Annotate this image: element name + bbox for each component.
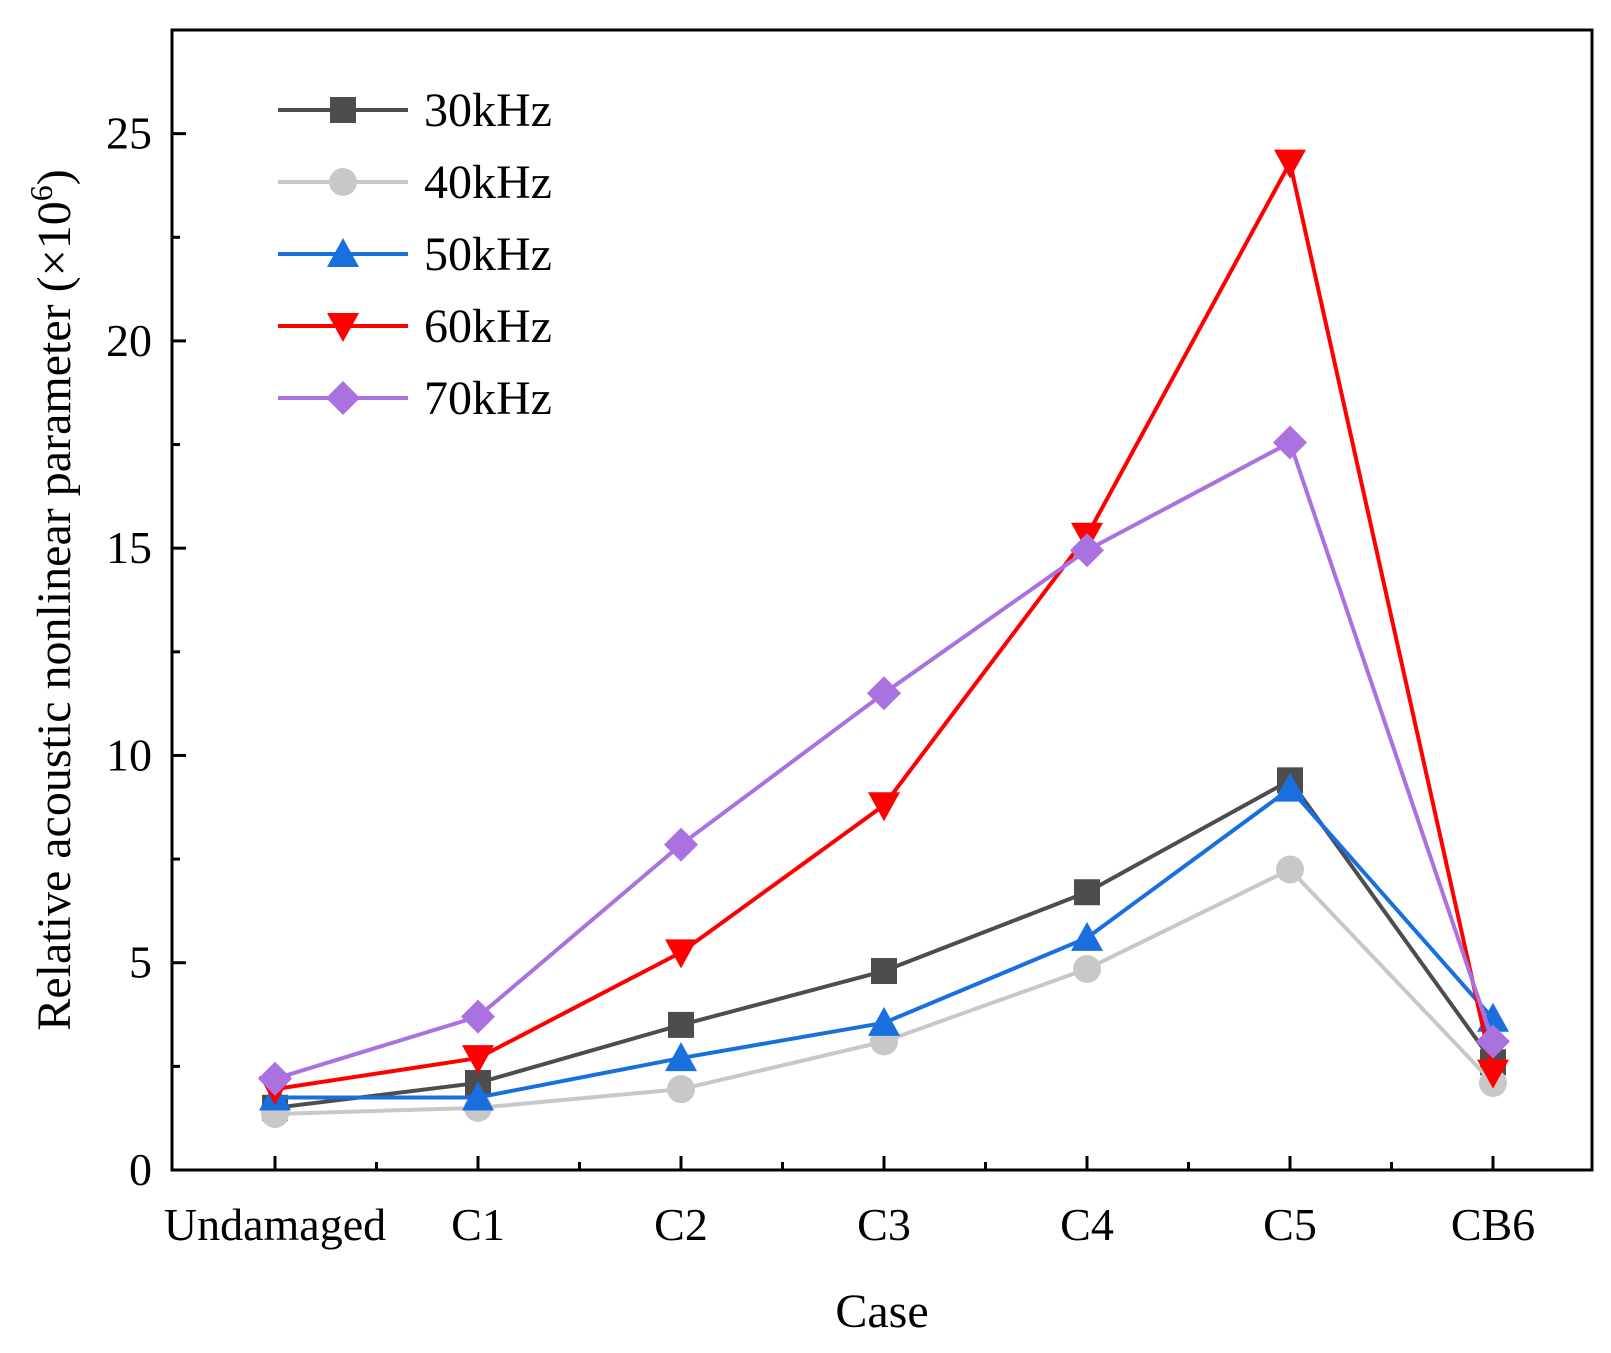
data-point-40khz (1276, 855, 1304, 884)
legend-item-60khz: 60kHz (278, 300, 552, 353)
legend-item-30khz: 30kHz (278, 84, 552, 137)
y-tick-label: 5 (129, 937, 152, 988)
y-tick-label: 15 (106, 522, 152, 573)
y-axis: 0 5 10 15 20 25 (106, 28, 186, 1195)
y-tick-label: 20 (106, 315, 152, 366)
y-tick-label: 0 (129, 1144, 152, 1195)
legend-label-50khz: 50kHz (424, 228, 552, 281)
data-point-50khz (1274, 772, 1306, 802)
series-line-30khz (274, 778, 1495, 1110)
legend-marker-30khz (330, 97, 356, 123)
data-point-50khz (1477, 1002, 1509, 1032)
series-50khz (259, 772, 1509, 1111)
x-axis: Undamaged C1 C2 C3 C4 C5 CB6 (164, 1156, 1535, 1250)
data-point-70khz (867, 676, 901, 711)
x-tick-label: C2 (654, 1199, 708, 1250)
y-axis-title-main: Relative acoustic nonlinear parameter (×… (28, 201, 81, 1030)
x-tick-label: Undamaged (164, 1199, 386, 1250)
legend-item-70khz: 70kHz (278, 372, 552, 425)
legend-marker-60khz (327, 313, 359, 342)
data-point-60khz (665, 939, 697, 969)
data-point-50khz (462, 1081, 494, 1111)
x-tick-label: C4 (1060, 1199, 1114, 1250)
plot-frame (170, 28, 1594, 1172)
legend-label-70khz: 70kHz (424, 372, 552, 425)
data-point-70khz (1070, 533, 1104, 568)
legend-marker-70khz (326, 381, 360, 415)
x-tick-label: CB6 (1451, 1199, 1535, 1250)
data-point-60khz (462, 1045, 494, 1075)
legend-item-40khz: 40kHz (278, 156, 552, 209)
y-axis-title: Relative acoustic nonlinear parameter (×… (23, 169, 81, 1030)
data-point-70khz (1476, 1024, 1510, 1059)
series-line-40khz (274, 867, 1495, 1117)
data-point-70khz (1273, 425, 1307, 460)
data-point-60khz (1274, 149, 1306, 179)
legend-marker-50khz (327, 238, 359, 267)
legend-label-60khz: 60kHz (424, 300, 552, 353)
data-point-40khz (667, 1075, 695, 1104)
y-tick-label: 10 (106, 729, 152, 780)
data-point-30khz (871, 958, 897, 985)
y-tick-label: 25 (106, 108, 152, 159)
legend-label-30khz: 30kHz (424, 84, 552, 137)
legend-label-40khz: 40kHz (424, 156, 552, 209)
data-point-70khz (664, 827, 698, 862)
data-point-50khz (665, 1042, 697, 1072)
series-70khz (258, 425, 1510, 1096)
data-point-70khz (461, 999, 495, 1034)
legend-item-50khz: 50kHz (278, 228, 552, 281)
legend: 30kHz 40kHz 50kHz 60kHz 70kHz (278, 84, 552, 425)
y-axis-title-suffix: ) (28, 169, 81, 185)
data-point-50khz (868, 1006, 900, 1036)
data-point-40khz (1073, 954, 1101, 983)
data-point-30khz (1074, 879, 1100, 906)
y-axis-title-superscript: 6 (23, 185, 59, 201)
x-axis-title: Case (835, 1285, 928, 1338)
data-point-50khz (1071, 921, 1103, 951)
x-tick-label: C1 (451, 1199, 505, 1250)
data-point-30khz (668, 1011, 694, 1038)
plot-area (258, 149, 1510, 1129)
x-tick-label: C5 (1263, 1199, 1317, 1250)
data-point-60khz (868, 792, 900, 822)
data-point-70khz (258, 1061, 292, 1096)
legend-marker-40khz (329, 168, 357, 196)
data-point-60khz (1477, 1059, 1509, 1089)
x-tick-label: C3 (857, 1199, 911, 1250)
